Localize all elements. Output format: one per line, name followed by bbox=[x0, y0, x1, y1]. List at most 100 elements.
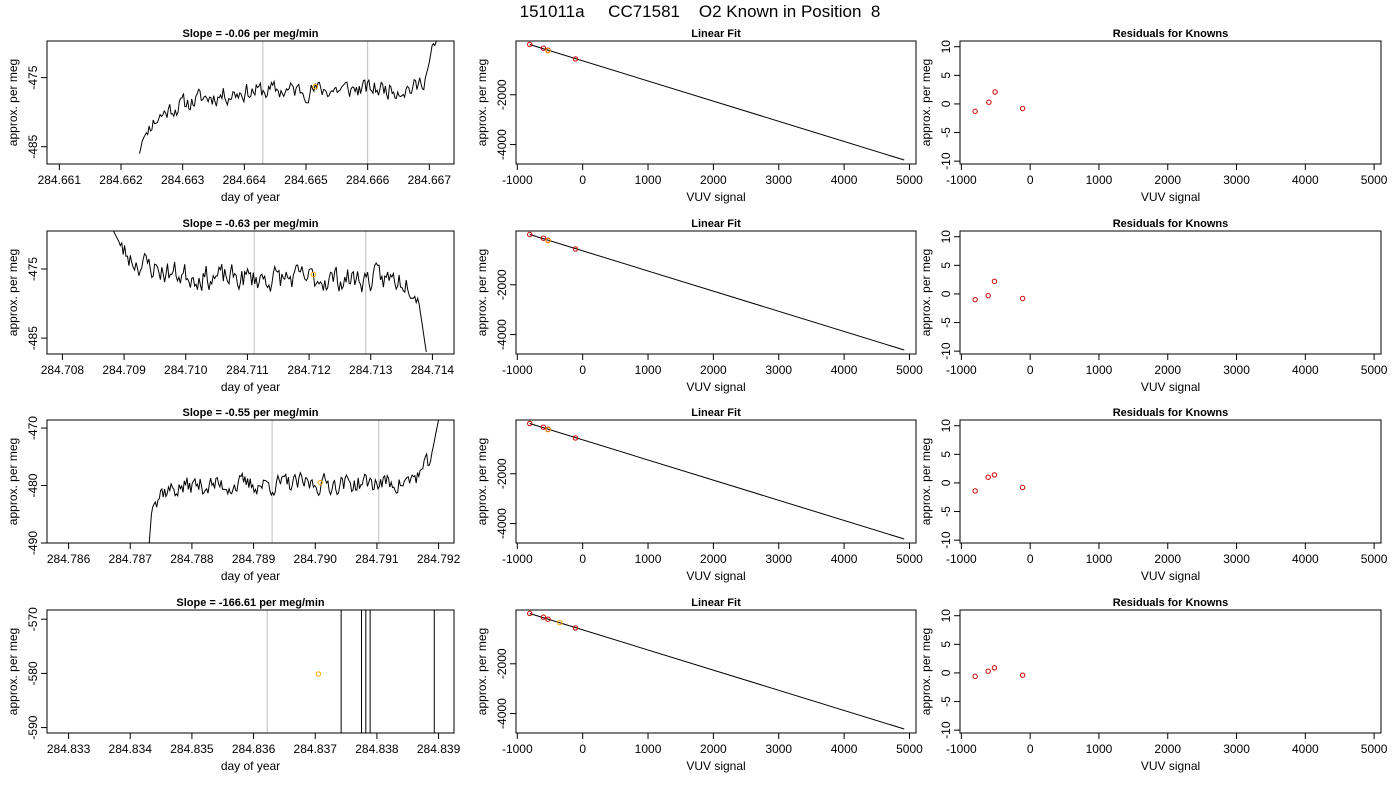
x-tick-label: 284.708 bbox=[41, 363, 85, 377]
y-tick-label: -10 bbox=[939, 342, 953, 360]
data-point bbox=[527, 610, 533, 617]
x-tick-label: 284.787 bbox=[109, 552, 153, 566]
x-axis-label: VUV signal bbox=[1141, 759, 1200, 773]
x-tick-label: 5000 bbox=[896, 363, 923, 377]
data-point bbox=[972, 488, 978, 494]
panel-r2-c2: Linear Fit -1000 0 1000 2000 3000 4000 5000 VUV … bbox=[475, 218, 923, 394]
data-point bbox=[572, 246, 579, 252]
data-point bbox=[572, 625, 579, 631]
panel-frame bbox=[46, 230, 455, 355]
signal-trace bbox=[112, 231, 427, 352]
data-point bbox=[545, 616, 551, 622]
known-marker bbox=[317, 479, 323, 486]
x-tick-label: 284.712 bbox=[287, 363, 331, 377]
x-tick-label: 284.786 bbox=[47, 552, 91, 566]
panel-r4-c3: Residuals for Knowns -1000 0 1000 2000 3000 40… bbox=[919, 597, 1388, 773]
y-tick-label: -5 bbox=[939, 696, 953, 707]
x-tick-label: -1000 bbox=[946, 552, 977, 566]
panel-title: Linear Fit bbox=[691, 597, 741, 609]
x-tick-label: -1000 bbox=[502, 742, 533, 756]
panel-title: Linear Fit bbox=[691, 407, 741, 419]
y-tick-label: -480 bbox=[26, 473, 40, 497]
x-tick-label: 2000 bbox=[1154, 363, 1181, 377]
panel-r4-c2: Linear Fit -1000 0 1000 2000 3000 4000 5000 VUV … bbox=[475, 597, 923, 773]
y-tick-label: -580 bbox=[26, 661, 40, 685]
y-tick-label: 5 bbox=[939, 451, 953, 458]
x-tick-label: 3000 bbox=[1223, 552, 1250, 566]
x-tick-label: 2000 bbox=[1154, 742, 1181, 756]
x-tick-label: 4000 bbox=[1292, 552, 1319, 566]
x-tick-label: 4000 bbox=[831, 173, 858, 187]
x-tick-label: 284.789 bbox=[232, 552, 276, 566]
data-point bbox=[540, 614, 547, 620]
x-tick-label: 3000 bbox=[765, 742, 792, 756]
panel-title: Residuals for Knowns bbox=[1113, 407, 1229, 419]
x-axis-label: VUV signal bbox=[1141, 569, 1200, 583]
data-point bbox=[986, 99, 992, 105]
plot-area bbox=[972, 89, 1026, 115]
y-tick-label: -4000 bbox=[495, 319, 509, 350]
panel-title: Slope = -0.63 per meg/min bbox=[182, 218, 318, 230]
y-axis-label: approx. per meg bbox=[475, 628, 489, 715]
data-point bbox=[572, 435, 579, 441]
fit-line bbox=[529, 234, 905, 351]
x-axis-label: day of year bbox=[221, 569, 280, 583]
y-tick-label: 10 bbox=[939, 230, 953, 244]
y-tick-label: 0 bbox=[939, 100, 953, 107]
x-tick-label: 0 bbox=[1027, 552, 1034, 566]
known-marker bbox=[545, 427, 551, 433]
x-tick-label: 5000 bbox=[896, 552, 923, 566]
x-tick-label: 0 bbox=[579, 552, 586, 566]
plot-area bbox=[972, 472, 1026, 494]
plot-area bbox=[112, 231, 427, 354]
x-tick-label: 2000 bbox=[1154, 173, 1181, 187]
x-tick-label: 2000 bbox=[700, 173, 727, 187]
x-axis-label: VUV signal bbox=[1141, 380, 1200, 394]
x-tick-label: 0 bbox=[579, 742, 586, 756]
x-tick-label: 284.838 bbox=[355, 742, 399, 756]
panel-frame bbox=[46, 419, 455, 544]
data-point bbox=[991, 665, 998, 671]
panel-frame bbox=[515, 230, 917, 355]
y-tick-label: 5 bbox=[939, 641, 953, 648]
x-tick-label: 5000 bbox=[896, 742, 923, 756]
data-point bbox=[527, 41, 533, 48]
plot-area bbox=[148, 420, 439, 543]
x-tick-label: 284.788 bbox=[170, 552, 214, 566]
y-tick-label: -2000 bbox=[495, 269, 509, 300]
x-tick-label: 284.791 bbox=[355, 552, 399, 566]
x-tick-label: 5000 bbox=[1361, 363, 1388, 377]
x-tick-label: 4000 bbox=[1292, 742, 1319, 756]
data-point bbox=[972, 108, 978, 115]
y-tick-label: -4000 bbox=[495, 508, 509, 539]
known-marker bbox=[545, 48, 551, 54]
x-tick-label: 3000 bbox=[765, 173, 792, 187]
y-tick-label: -10 bbox=[939, 152, 953, 170]
y-axis-label: approx. per meg bbox=[919, 249, 933, 336]
x-tick-label: 284.714 bbox=[411, 363, 455, 377]
data-point bbox=[985, 474, 991, 480]
panel-title: Slope = -0.55 per meg/min bbox=[182, 407, 318, 419]
x-tick-label: 0 bbox=[1027, 173, 1034, 187]
x-tick-label: 4000 bbox=[1292, 363, 1319, 377]
x-tick-label: -1000 bbox=[946, 742, 977, 756]
panel-title: Slope = -0.06 per meg/min bbox=[182, 28, 318, 40]
data-point bbox=[540, 424, 547, 430]
y-tick-label: -5 bbox=[939, 506, 953, 517]
y-tick-label: -4000 bbox=[495, 129, 509, 160]
x-tick-label: 3000 bbox=[765, 363, 792, 377]
panel-frame bbox=[959, 230, 1382, 355]
y-tick-label: -10 bbox=[939, 721, 953, 739]
y-tick-label: 10 bbox=[939, 40, 953, 54]
y-tick-label: -570 bbox=[26, 607, 40, 631]
x-tick-label: 4000 bbox=[1292, 173, 1319, 187]
x-tick-label: 2000 bbox=[1154, 552, 1181, 566]
x-tick-label: 284.834 bbox=[109, 742, 153, 756]
panel-frame bbox=[959, 40, 1382, 165]
y-tick-label: -475 bbox=[26, 257, 40, 281]
known-marker bbox=[315, 671, 322, 677]
data-point bbox=[992, 89, 998, 95]
panel-r1-c1: Slope = -0.06 per meg/min 284.661 284.662 2… bbox=[6, 28, 455, 204]
y-tick-label: 0 bbox=[939, 290, 953, 297]
